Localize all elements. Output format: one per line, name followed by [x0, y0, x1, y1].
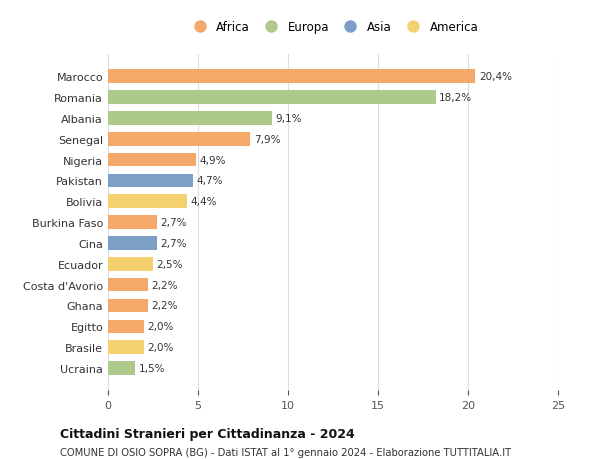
Bar: [108, 299, 148, 313]
Bar: [108, 278, 148, 292]
Bar: [108, 216, 157, 230]
Text: 2,2%: 2,2%: [151, 280, 178, 290]
Text: 2,7%: 2,7%: [160, 218, 187, 228]
Bar: [108, 133, 250, 146]
Bar: [108, 320, 144, 333]
Bar: [108, 237, 157, 250]
Text: 4,7%: 4,7%: [196, 176, 223, 186]
Bar: [108, 91, 436, 105]
Bar: [108, 257, 153, 271]
Text: 18,2%: 18,2%: [439, 93, 472, 103]
Bar: [108, 153, 196, 167]
Text: 2,0%: 2,0%: [148, 322, 174, 331]
Text: 20,4%: 20,4%: [479, 72, 512, 82]
Text: 4,9%: 4,9%: [200, 155, 226, 165]
Text: 2,0%: 2,0%: [148, 342, 174, 353]
Bar: [108, 195, 187, 208]
Bar: [108, 112, 272, 125]
Bar: [108, 174, 193, 188]
Text: 2,2%: 2,2%: [151, 301, 178, 311]
Text: Cittadini Stranieri per Cittadinanza - 2024: Cittadini Stranieri per Cittadinanza - 2…: [60, 427, 355, 440]
Text: COMUNE DI OSIO SOPRA (BG) - Dati ISTAT al 1° gennaio 2024 - Elaborazione TUTTITA: COMUNE DI OSIO SOPRA (BG) - Dati ISTAT a…: [60, 448, 511, 458]
Bar: [108, 341, 144, 354]
Bar: [108, 70, 475, 84]
Text: 2,5%: 2,5%: [157, 259, 183, 269]
Text: 2,7%: 2,7%: [160, 238, 187, 248]
Text: 9,1%: 9,1%: [275, 114, 302, 123]
Legend: Africa, Europa, Asia, America: Africa, Europa, Asia, America: [184, 17, 482, 38]
Text: 1,5%: 1,5%: [139, 363, 165, 373]
Bar: [108, 361, 135, 375]
Text: 7,9%: 7,9%: [254, 134, 280, 145]
Text: 4,4%: 4,4%: [191, 197, 217, 207]
